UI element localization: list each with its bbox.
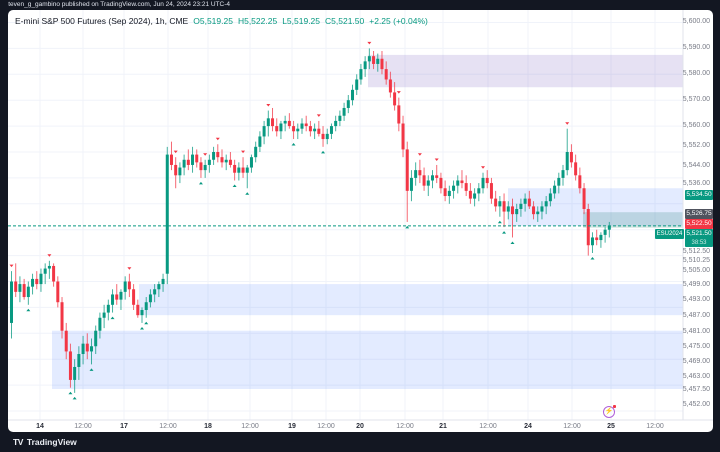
price-tick-label: 5,552.00 [682, 142, 710, 149]
price-level-badge-green: 5,534.50 [685, 190, 713, 200]
left-frame-strip [0, 0, 8, 452]
price-tick-label: 5,590.00 [682, 44, 710, 51]
price-tick-label: 5,600.00 [682, 18, 710, 25]
price-tick-label: 5,469.00 [682, 358, 710, 365]
current-price-value: 5,521.50 [686, 230, 712, 237]
symbol-title: E-mini S&P 500 Futures (Sep 2024), 1h, C… [15, 16, 189, 26]
event-importance-dot [613, 405, 616, 408]
time-tick-label: 18 [204, 423, 212, 430]
price-tick-label: 5,544.00 [682, 162, 710, 169]
price-tick-label: 5,510.25 [682, 257, 710, 264]
ohlc-low-label: L [282, 16, 287, 26]
price-level-badge-red: 5,522.50 [685, 219, 713, 229]
current-price-badge: 5,521.50 38:53 [685, 229, 713, 247]
tradingview-logo[interactable]: TV TradingView [13, 437, 77, 447]
price-tick-label: 5,570.00 [682, 96, 710, 103]
price-tick-label: 5,512.50 [682, 248, 710, 255]
time-tick-label: 21 [439, 423, 447, 430]
time-tick-label: 12:00 [159, 423, 177, 430]
time-tick-label: 24 [524, 423, 532, 430]
price-tick-label: 5,499.00 [682, 281, 710, 288]
time-tick-label: 17 [120, 423, 128, 430]
publish-info-bar: steven_g_gambino published on TradingVie… [0, 0, 720, 10]
price-tick-label: 5,580.00 [682, 70, 710, 77]
ohlc-high: 5,522.25 [244, 16, 278, 26]
footer-bar [0, 432, 720, 452]
price-tick-label: 5,457.50 [682, 386, 710, 393]
price-level-badge-gray: 5,526.75 [685, 209, 713, 219]
time-tick-label: 12:00 [241, 423, 259, 430]
economic-event-icon[interactable]: ⚡ [603, 405, 616, 418]
ohlc-close: 5,521.50 [331, 16, 365, 26]
publish-info-text: steven_g_gambino published on TradingVie… [5, 1, 230, 8]
price-tick-label: 5,487.00 [682, 312, 710, 319]
price-tick-label: 5,493.00 [682, 296, 710, 303]
price-tick-label: 5,560.00 [682, 122, 710, 129]
price-tick-label: 5,463.00 [682, 373, 710, 380]
price-tick-label: 5,475.00 [682, 343, 710, 350]
ohlc-open: 5,519.25 [199, 16, 233, 26]
time-tick-label: 14 [36, 423, 44, 430]
ohlc-close-label: C [325, 16, 332, 26]
ohlc-open-label: O [193, 16, 200, 26]
contract-label: ESU2024 [655, 229, 684, 239]
time-tick-label: 19 [288, 423, 296, 430]
price-tick-label: 5,481.00 [682, 328, 710, 335]
chart-panel: E-mini S&P 500 Futures (Sep 2024), 1h, C… [8, 10, 713, 432]
price-tick-label: 5,536.00 [682, 180, 710, 187]
right-frame-strip [713, 0, 720, 452]
ohlc-high-label: H [237, 16, 245, 26]
time-tick-label: 12:00 [317, 423, 335, 430]
time-tick-label: 12:00 [646, 423, 664, 430]
lightning-icon: ⚡ [603, 406, 615, 418]
bar-countdown: 38:53 [691, 239, 707, 246]
time-tick-label: 12:00 [563, 423, 581, 430]
time-tick-label: 12:00 [396, 423, 414, 430]
price-tick-label: 5,452.00 [682, 401, 710, 408]
change-value: +2.25 (+0.04%) [369, 16, 428, 26]
tradingview-logo-text: TradingView [26, 437, 77, 447]
chart-canvas[interactable] [8, 10, 713, 432]
symbol-header[interactable]: E-mini S&P 500 Futures (Sep 2024), 1h, C… [15, 15, 428, 27]
time-tick-label: 20 [356, 423, 364, 430]
time-tick-label: 25 [607, 423, 615, 430]
price-tick-label: 5,505.00 [682, 267, 710, 274]
time-tick-label: 12:00 [74, 423, 92, 430]
ohlc-low: 5,519.25 [286, 16, 321, 26]
time-tick-label: 12:00 [479, 423, 497, 430]
tradingview-logo-icon: TV [13, 437, 23, 447]
